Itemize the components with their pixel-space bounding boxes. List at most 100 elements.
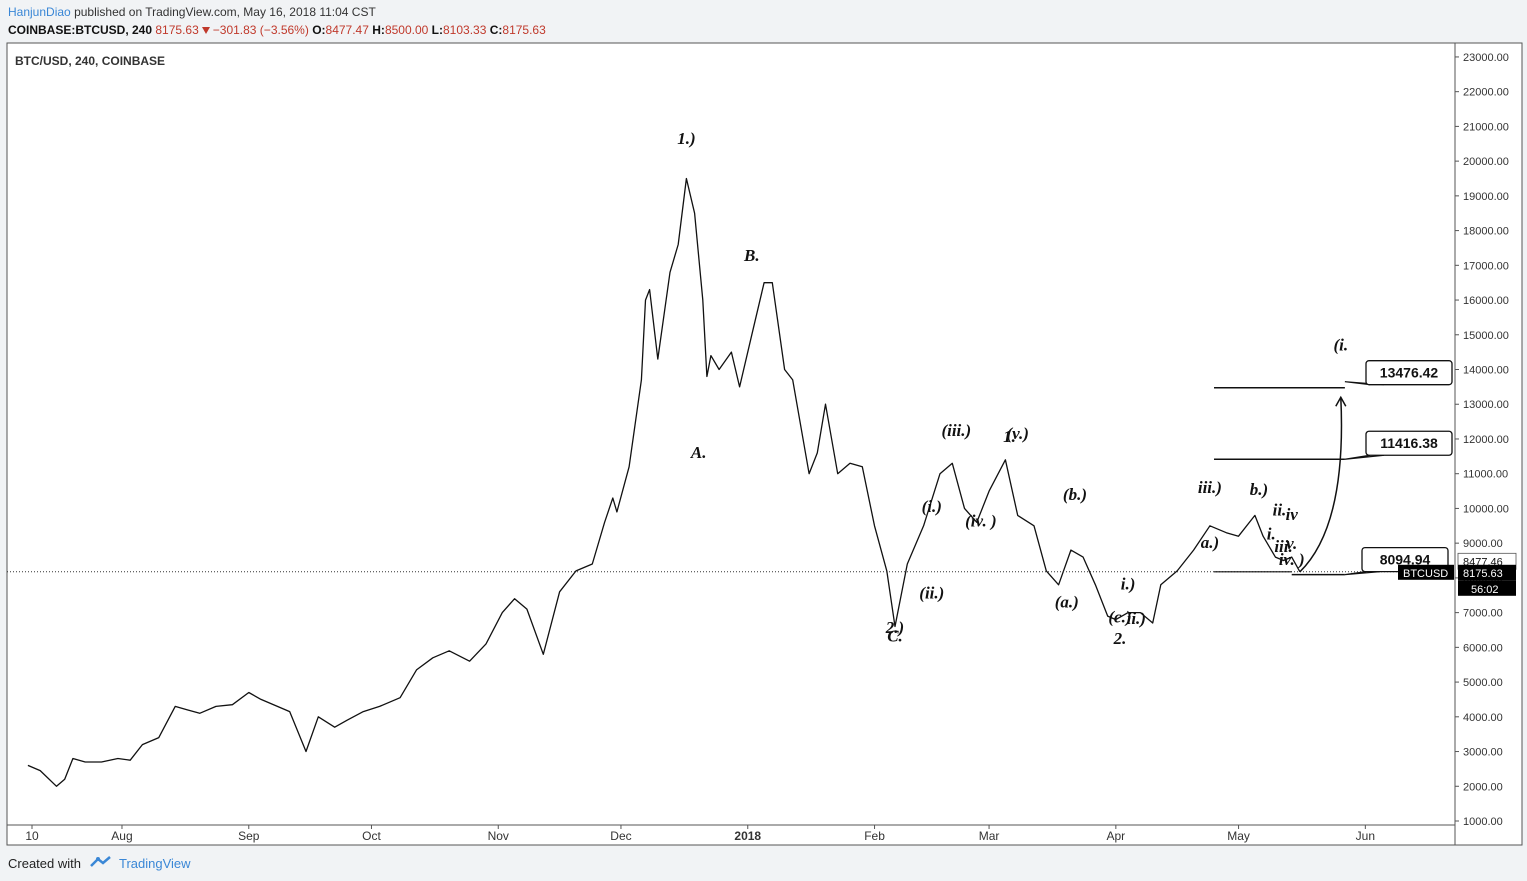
current-price-tag [1458, 564, 1516, 581]
close-value: 8175.63 [502, 23, 546, 37]
wave-label: iv [1286, 505, 1299, 524]
close-label: C: [489, 23, 503, 37]
wave-label: (b.) [1063, 485, 1087, 504]
callout-pointer [1344, 454, 1385, 460]
wave-label: (iv. ) [965, 511, 996, 530]
x-tick-label: Apr [1107, 829, 1126, 843]
y-tick-label: 13000.00 [1463, 399, 1509, 411]
symbol-tag-label: BTCUSD [1403, 568, 1448, 580]
wave-label: 2. [1113, 629, 1127, 648]
last-price: 8175.63 [155, 23, 199, 37]
x-tick-label: Mar [979, 829, 1000, 843]
wave-label: iii.) [1198, 478, 1222, 497]
countdown-tag [1458, 580, 1516, 596]
tradingview-link[interactable]: TradingView [118, 856, 191, 871]
callout-pointer [1344, 570, 1381, 576]
y-tick-label: 21000.00 [1463, 121, 1509, 133]
callout-label: 13476.42 [1380, 365, 1439, 381]
y-tick-label: 3000.00 [1463, 747, 1503, 759]
wave-label: iv. ) [1279, 550, 1305, 569]
y-tick-label: 5000.00 [1463, 677, 1503, 689]
wave-label: 2.) [885, 618, 904, 637]
high-label: H: [372, 23, 385, 37]
callout-label: 11416.38 [1380, 435, 1438, 451]
y-tick-label: 12000.00 [1463, 434, 1509, 446]
tradingview-logo-icon [89, 856, 113, 871]
x-tick-label: 10 [25, 829, 39, 843]
wave-label: (i.) [922, 497, 942, 516]
y-tick-label: 1000.00 [1463, 816, 1503, 828]
wave-label: 1.) [677, 129, 695, 148]
x-axis: 10 Aug Sep Oct Nov Dec 2018 Feb Mar Apr May Jun [25, 825, 1375, 843]
y-tick-label: 17000.00 [1463, 260, 1509, 272]
y-tick-label: 18000.00 [1463, 226, 1509, 238]
wave-label: i.) [1121, 575, 1136, 594]
wave-label: (i. [1333, 335, 1348, 354]
high-value: 8500.00 [384, 23, 429, 37]
down-arrow-icon [201, 27, 210, 35]
wave-labels: 1.) B. A. C.2.) (iii.) 1.(v.) (i.) (ii.) (iv. ) (… [677, 129, 1348, 648]
chart-title: BTC/USD, 240, COINBASE [15, 54, 165, 68]
y-tick-label: 19000.00 [1463, 191, 1509, 203]
y-tick-label: 20000.00 [1463, 156, 1509, 168]
open-value: 8477.47 [325, 23, 369, 37]
projection-arrow-head [1335, 395, 1347, 407]
series-line [27, 177, 1301, 787]
publisher-line: HanjunDiao published on TradingView.com,… [8, 5, 376, 19]
wave-label: b.) [1250, 480, 1268, 499]
x-tick-label: Feb [864, 829, 885, 843]
callout-label: 8094.94 [1380, 552, 1431, 568]
wave-label: (ii.) [919, 584, 944, 603]
wave-label: (a.) [1055, 593, 1079, 612]
x-tick-label: Sep [238, 829, 260, 843]
chart-frame [6, 42, 1523, 846]
footer: Created with TradingView [8, 856, 191, 871]
wave-label: C. [887, 626, 903, 645]
open-label: O: [312, 23, 326, 37]
drawings-layer: 13476.42 11416.38 8094.94 [7, 360, 1455, 576]
low-label: L: [431, 23, 443, 37]
created-with-text: Created with [8, 856, 81, 871]
wave-label: ii. [1273, 501, 1287, 520]
wave-label: a.) [1201, 533, 1219, 552]
wave-label: 1. [1003, 427, 1016, 446]
y-tick-label: 6000.00 [1463, 642, 1503, 654]
x-tick-label: 2018 [734, 829, 761, 843]
published-text: published on TradingView.com, May 16, 20… [74, 5, 376, 19]
wave-label: (iii.) [941, 421, 971, 440]
x-tick-label: May [1227, 829, 1250, 843]
y-tick-label: 2000.00 [1463, 781, 1503, 793]
x-tick-label: Aug [111, 829, 132, 843]
author-link[interactable]: HanjunDiao [8, 5, 71, 19]
y-tick-label: 23000.00 [1463, 52, 1509, 64]
low-value: 8103.33 [443, 23, 487, 37]
x-tick-label: Dec [610, 829, 631, 843]
y-tick-label: 15000.00 [1463, 330, 1509, 342]
countdown-label: 56:02 [1471, 584, 1499, 596]
callout-box [1365, 430, 1453, 456]
price-series [27, 177, 1301, 787]
y-tick-label: 9000.00 [1463, 538, 1503, 550]
callout-box [1365, 360, 1453, 386]
wave-label: iii. [1274, 537, 1292, 556]
wave-label: (v.) [1006, 424, 1029, 443]
symbol-interval: COINBASE:BTCUSD, 240 [8, 23, 153, 37]
ohlc-line: COINBASE:BTCUSD, 240 8175.63 −301.83 (−3.… [8, 23, 546, 37]
y-tick-label: 22000.00 [1463, 87, 1509, 99]
wave-label: A. [690, 443, 707, 462]
y-tick-label: 4000.00 [1463, 712, 1503, 724]
price-change: −301.83 (−3.56%) [212, 23, 309, 37]
price-chart[interactable]: BTC/USD, 240, COINBASE 1000.00 2000.00 300… [0, 40, 1527, 848]
symbol-tag [1398, 564, 1454, 580]
x-tick-label: Jun [1356, 829, 1375, 843]
wave-label: v. [1286, 534, 1297, 553]
y-tick-label: 16000.00 [1463, 295, 1509, 307]
x-tick-label: Nov [488, 829, 509, 843]
y-tick-label: 11000.00 [1463, 469, 1508, 481]
wave-label: i. [1267, 525, 1276, 544]
wave-label: (c.) [1108, 608, 1131, 627]
y-tick-label: 10000.00 [1463, 503, 1509, 515]
y-tick-label: 7000.00 [1463, 608, 1503, 620]
projection-arrow [1299, 397, 1343, 573]
